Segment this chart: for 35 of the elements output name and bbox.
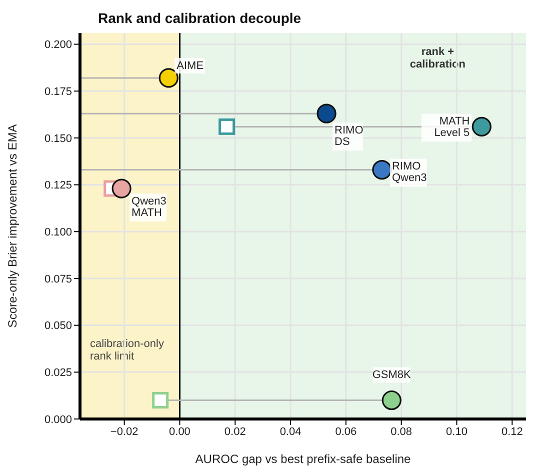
y-tick-label: 0.050 — [44, 320, 72, 332]
y-tick-label: 0.150 — [44, 132, 72, 145]
point — [158, 68, 178, 88]
x-tick-label: 0.02 — [224, 426, 246, 438]
y-tick-label: 0.125 — [44, 180, 72, 192]
point — [112, 178, 132, 198]
band-label: rank + calibration — [410, 46, 466, 71]
series-label: Qwen3 MATH — [132, 195, 166, 219]
x-tick-label: 0.00 — [169, 426, 190, 438]
x-axis-title: AUROC gap vs best prefix-safe baseline — [195, 452, 412, 466]
series-label: MATH Level 5 — [434, 116, 470, 140]
point — [316, 104, 336, 124]
y-tick-label: 0.025 — [44, 367, 72, 380]
x-tick-label: 0.10 — [446, 426, 468, 438]
y-tick-label: 0.200 — [44, 39, 72, 52]
series-label: GSM8K — [372, 369, 412, 382]
point — [218, 118, 236, 135]
x-tick-label: −0.02 — [110, 426, 138, 438]
chart-title: Rank and calibration decouple — [98, 10, 302, 26]
y-tick-label: 0.075 — [44, 273, 72, 286]
x-tick-label: 0.12 — [501, 426, 523, 438]
series-label: RIMO DS — [334, 124, 364, 148]
series-label: AIME — [176, 60, 204, 72]
x-tick-label: 0.06 — [335, 426, 357, 438]
x-tick-label: 0.04 — [280, 426, 302, 438]
x-tick-label: 0.08 — [390, 426, 412, 438]
series-label: RIMO Qwen3 — [392, 160, 427, 184]
y-tick-label: 0.175 — [44, 86, 72, 98]
y-tick-label: 0.100 — [44, 226, 72, 239]
y-axis-title: Score-only Brier improvement vs EMA — [5, 124, 20, 328]
point — [382, 390, 402, 410]
point — [152, 392, 169, 409]
point — [372, 160, 392, 180]
point — [472, 116, 492, 136]
y-tick-label: 0.000 — [44, 414, 72, 426]
